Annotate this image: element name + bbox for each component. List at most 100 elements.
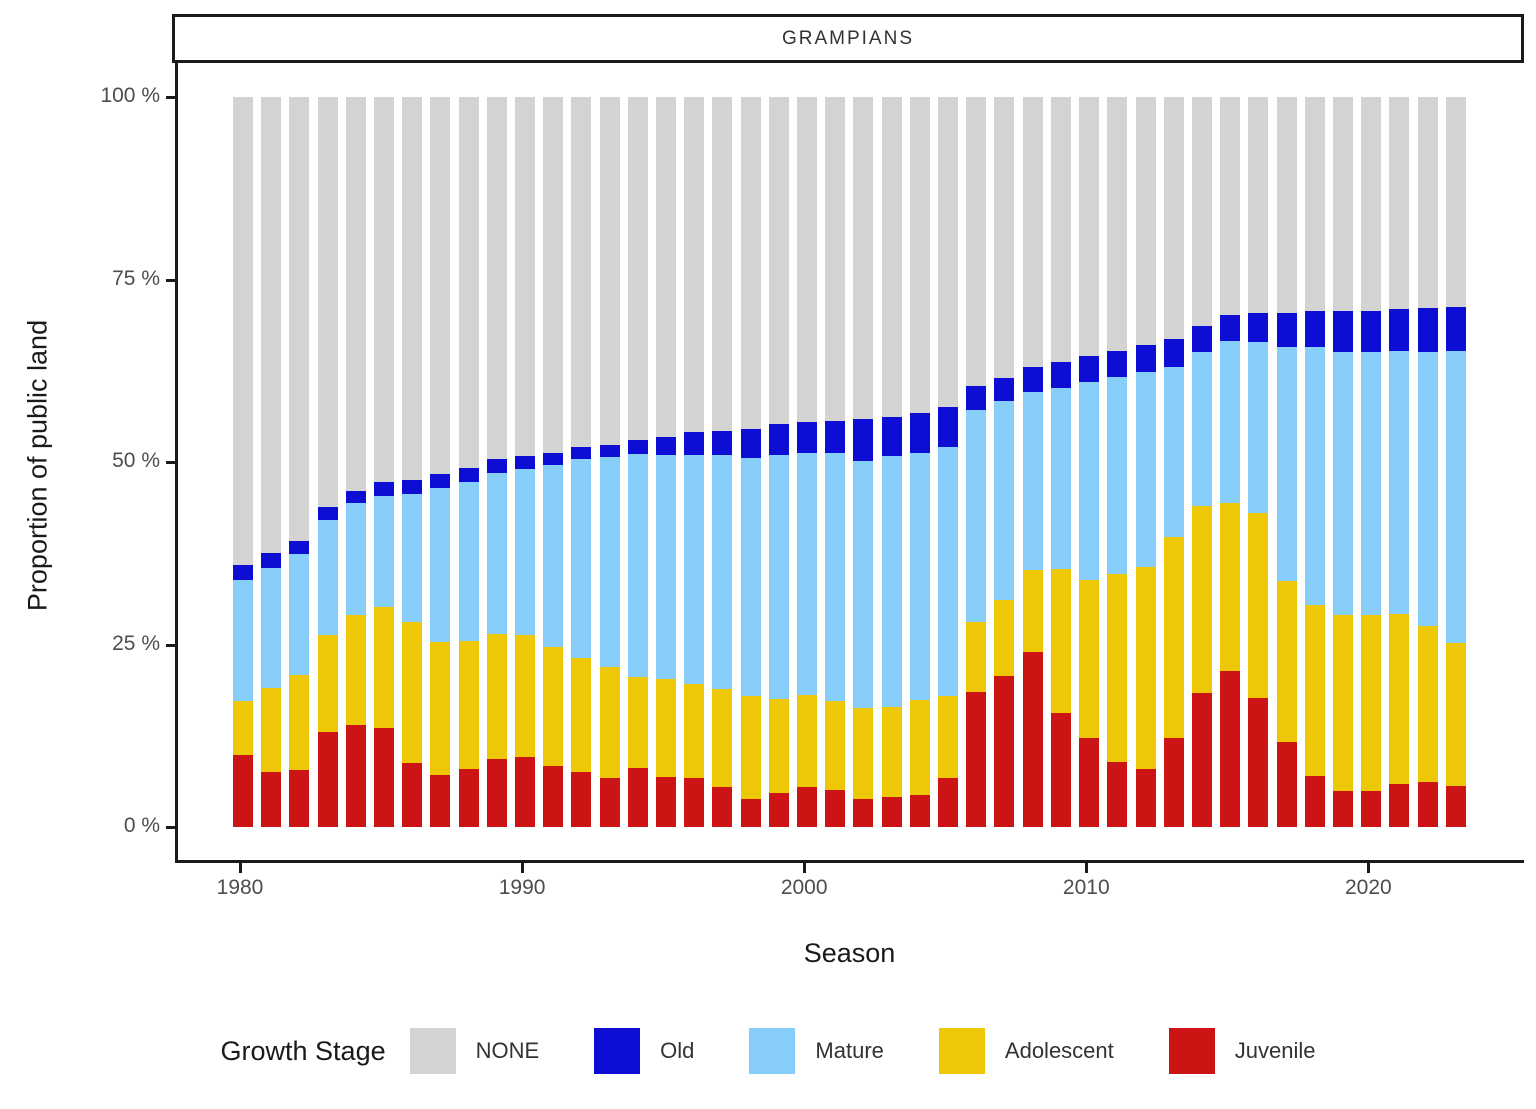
bar-segment-none <box>458 97 479 468</box>
legend-item-adolescent: Adolescent <box>938 1028 1114 1074</box>
bar-segment-none <box>543 97 564 454</box>
bar-segment-none <box>430 97 451 474</box>
bar-1981 <box>261 97 282 827</box>
legend-title: Growth Stage <box>220 1035 386 1066</box>
bar-segment-old <box>1191 326 1212 352</box>
bar-segment-old <box>740 429 761 459</box>
bar-segment-mature <box>233 580 253 701</box>
y-tick-mark-0 <box>166 826 175 829</box>
bar-segment-none <box>1163 97 1184 340</box>
bar-segment-juvenile <box>684 778 705 827</box>
bar-segment-none <box>627 97 648 441</box>
bar-segment-old <box>938 407 959 448</box>
bar-segment-mature <box>345 502 366 616</box>
bar-segment-adolescent <box>458 640 479 770</box>
bar-segment-old <box>909 413 930 453</box>
bar-segment-juvenile <box>1304 775 1325 827</box>
bar-2008 <box>1022 97 1043 827</box>
bar-segment-adolescent <box>1445 643 1466 787</box>
x-tick-mark-2000 <box>802 863 806 873</box>
y-tick-mark-50 <box>166 461 175 464</box>
bar-1986 <box>402 97 423 827</box>
bar-segment-adolescent <box>853 708 874 800</box>
legend-item-mature: Mature <box>749 1028 884 1074</box>
bar-segment-none <box>1135 97 1156 346</box>
y-tick-mark-75 <box>166 278 175 282</box>
bar-segment-old <box>599 445 620 457</box>
bar-segment-old <box>374 482 395 497</box>
bar-segment-mature <box>684 454 705 684</box>
bar-segment-mature <box>966 410 987 622</box>
bar-segment-old <box>1050 362 1071 389</box>
bar-segment-old <box>486 459 507 473</box>
bar-2017 <box>1276 97 1297 827</box>
bar-segment-none <box>684 97 705 433</box>
bar-segment-juvenile <box>712 786 733 827</box>
bar-segment-none <box>825 97 846 422</box>
bar-segment-none <box>1248 97 1269 314</box>
bar-segment-juvenile <box>740 799 761 827</box>
bar-segment-juvenile <box>345 724 366 827</box>
bar-segment-old <box>1389 309 1410 352</box>
bar-segment-none <box>1050 97 1071 363</box>
bar-segment-mature <box>909 452 930 700</box>
bar-segment-mature <box>853 460 874 709</box>
bar-segment-none <box>1220 97 1241 316</box>
legend-item-old: Old <box>594 1028 694 1074</box>
bar-segment-adolescent <box>486 634 507 760</box>
bar-segment-mature <box>1191 351 1212 506</box>
bar-segment-old <box>1079 356 1100 382</box>
bar-segment-old <box>543 453 564 465</box>
bar-1988 <box>458 97 479 827</box>
bar-segment-old <box>1022 367 1043 392</box>
bar-segment-adolescent <box>627 677 648 768</box>
panel-title-strip: GRAMPIANS <box>172 14 1524 63</box>
bar-segment-none <box>571 97 592 448</box>
bar-segment-mature <box>656 454 677 679</box>
bar-segment-none <box>938 97 959 408</box>
bar-1994 <box>627 97 648 827</box>
bar-segment-mature <box>994 400 1015 600</box>
bar-segment-juvenile <box>486 759 507 827</box>
bar-segment-none <box>1079 97 1100 357</box>
bar-2021 <box>1389 97 1410 827</box>
bar-segment-old <box>1445 307 1466 352</box>
bar-segment-mature <box>543 464 564 648</box>
bar-2001 <box>825 97 846 827</box>
bar-segment-none <box>1191 97 1212 327</box>
y-tick-mark-25 <box>166 643 175 647</box>
bar-segment-adolescent <box>317 635 338 733</box>
bar-segment-none <box>994 97 1015 379</box>
bar-segment-adolescent <box>374 607 395 728</box>
x-tick-label-1980: 1980 <box>216 876 264 899</box>
bar-segment-juvenile <box>402 762 423 827</box>
bar-segment-none <box>1107 97 1128 352</box>
bar-segment-old <box>289 540 310 554</box>
bar-segment-old <box>825 421 846 453</box>
bar-segment-adolescent <box>1417 625 1438 783</box>
bar-segment-none <box>1361 97 1382 311</box>
bar-2022 <box>1417 97 1438 827</box>
bar-segment-adolescent <box>571 658 592 772</box>
bar-segment-old <box>1361 310 1382 352</box>
bar-segment-mature <box>1022 391 1043 571</box>
bar-2015 <box>1220 97 1241 827</box>
bar-segment-adolescent <box>712 689 733 787</box>
bar-segment-mature <box>599 456 620 668</box>
bar-1991 <box>543 97 564 827</box>
bar-segment-juvenile <box>1163 737 1184 827</box>
bar-segment-juvenile <box>1107 762 1128 827</box>
bar-segment-juvenile <box>317 732 338 827</box>
bar-segment-mature <box>1389 351 1410 614</box>
bar-segment-mature <box>1361 351 1382 616</box>
bar-1985 <box>374 97 395 827</box>
bar-segment-old <box>853 418 874 461</box>
bar-1999 <box>768 97 789 827</box>
bar-segment-juvenile <box>994 675 1015 827</box>
bar-segment-mature <box>402 494 423 622</box>
bar-segment-mature <box>1445 351 1466 644</box>
bar-segment-adolescent <box>881 707 902 798</box>
bar-segment-mature <box>1163 367 1184 538</box>
bar-segment-mature <box>1135 372 1156 568</box>
